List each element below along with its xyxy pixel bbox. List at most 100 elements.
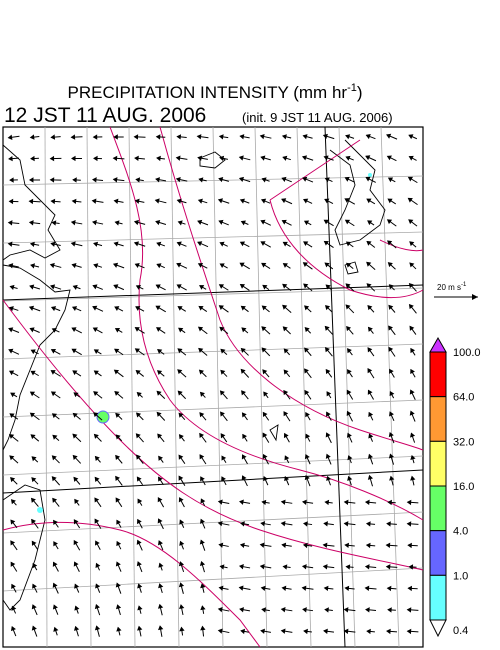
wind-vector-head [52,434,58,440]
wind-vector-head [280,628,286,634]
wind-vector-head [282,155,288,161]
wind-vector-head [29,284,35,290]
wind-vector-head [9,284,15,291]
wind-vector-head [219,241,225,247]
wind-vector-head [304,305,310,311]
wind-vector-head [112,155,118,162]
wind-vector-head [322,564,328,570]
wind-vector-head [11,583,16,589]
wind-vector-head [133,241,140,247]
wind-vector-head [199,412,205,418]
wind-vector-head [239,499,244,505]
wind-vector-head [30,370,36,376]
wind-vector-head [197,326,204,332]
grid-line [2,343,424,360]
wind-vector-head [50,306,57,312]
wind-vector-head [199,539,205,545]
wind-vector-head [239,607,244,613]
wind-vector-head [53,626,59,632]
wind-vector-head [281,542,287,548]
wind-vector-head [260,585,266,592]
wind-vector-head [324,262,330,268]
wind-vector-head [31,540,37,546]
wind-vector-head [157,349,163,354]
grid-line [128,126,136,648]
wind-vector-head [94,518,100,524]
grid-line [296,126,312,648]
grid-line [254,126,268,648]
colorbar-label: 4.0 [453,526,468,538]
wind-vector-head [8,155,13,162]
wind-vector-head [365,155,371,161]
wind-vector-head [198,369,205,375]
wind-vector-head [282,283,288,289]
precip-cells [37,173,372,513]
wind-vector-head [197,219,203,225]
wind-vector-head [95,540,100,546]
wind-vector-head [305,412,310,418]
wind-vector-head [366,198,372,204]
wind-vector-head [217,628,223,634]
wind-vector-head [280,521,286,527]
wind-vector-head [10,519,16,525]
wind-vector-head [197,241,203,247]
wind-vector-head [155,284,161,290]
wind-vector-head [49,177,55,183]
wind-vector-head [346,410,352,416]
wind-vector-head [197,198,203,204]
wind-vector-head [366,240,372,246]
wind-vector-head [176,198,182,204]
wind-vector-head [259,133,265,140]
wind-vector-head [50,370,56,375]
wind-vector-head [112,177,118,183]
wind-vector-head [94,497,100,503]
wind-vector-head [32,583,37,589]
wind-vector-head [31,518,36,525]
wind-vector-head [72,412,78,418]
wind-vector-head [344,219,351,225]
grid-line [2,284,424,301]
wind-vector-head [407,176,414,182]
wind-vectors [7,133,419,637]
wind-vector-head [324,305,331,311]
title-prefix: PRECIPITATION INTENSITY (mm hr [67,83,347,102]
wind-vector-head [283,389,289,396]
wind-vector-head [347,348,352,354]
wind-vector-head [238,155,244,161]
major-grid [2,126,424,648]
colorbar-segment [429,440,447,487]
colorbar-label: 0.4 [453,625,468,637]
wind-vector-head [137,605,143,611]
wind-vector-head [365,607,370,613]
colorbar-segment [429,351,447,398]
grid-line [170,126,180,648]
wind-vector-head [113,284,119,290]
wind-vector-head [406,607,412,613]
wind-vector-head [29,412,36,418]
wind-vector-head [176,284,182,289]
wind-vector-head [155,134,161,140]
wind-vector-head [200,605,206,611]
wind-vector-head [158,562,164,568]
wind-vector-head [115,497,121,503]
wind-vector-head [8,348,14,354]
wind-vector-head [136,561,142,567]
wind-vector-head [364,564,370,570]
wind-vector-head [260,198,267,204]
wind-vector-head [408,219,414,225]
wind-vector-head [113,198,119,204]
wind-vector-head [345,134,351,140]
wind-vector-head [115,412,121,418]
wind-vector-head [135,369,141,375]
wind-vector-head [71,155,76,162]
wind-vector-head [304,327,310,333]
wind-vector-head [343,499,349,505]
wind-vector-head [199,454,205,460]
wind-vector-head [71,263,77,269]
wind-vector-head [263,391,269,397]
wind-vector-head [197,263,204,268]
wind-vector-head [239,134,245,140]
wind-vector-head [137,498,143,504]
wind-vector-head [112,262,119,268]
wind-vector-head [114,348,120,354]
